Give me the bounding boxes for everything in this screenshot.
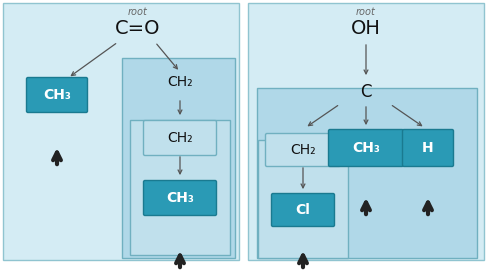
- Text: root: root: [128, 7, 148, 17]
- Text: CH₃: CH₃: [352, 141, 380, 155]
- FancyBboxPatch shape: [271, 194, 335, 227]
- Text: CH₃: CH₃: [43, 88, 71, 102]
- FancyBboxPatch shape: [329, 130, 404, 167]
- Text: CH₃: CH₃: [166, 191, 194, 205]
- Bar: [248, 3, 484, 260]
- Text: C=O: C=O: [115, 19, 161, 38]
- Text: Cl: Cl: [296, 203, 310, 217]
- Text: CH₂: CH₂: [167, 75, 193, 89]
- Bar: [257, 88, 477, 258]
- Bar: [3, 3, 239, 260]
- Text: H: H: [422, 141, 434, 155]
- Text: C: C: [360, 83, 372, 101]
- Text: root: root: [356, 7, 376, 17]
- Text: CH₂: CH₂: [290, 143, 316, 157]
- FancyBboxPatch shape: [26, 77, 88, 113]
- FancyBboxPatch shape: [265, 133, 340, 167]
- FancyBboxPatch shape: [144, 120, 217, 156]
- Text: OH: OH: [351, 19, 381, 38]
- Bar: [130, 120, 230, 255]
- Bar: [122, 58, 235, 258]
- FancyBboxPatch shape: [144, 181, 217, 215]
- FancyBboxPatch shape: [402, 130, 453, 167]
- Text: CH₂: CH₂: [167, 131, 193, 145]
- Bar: [258, 140, 348, 258]
